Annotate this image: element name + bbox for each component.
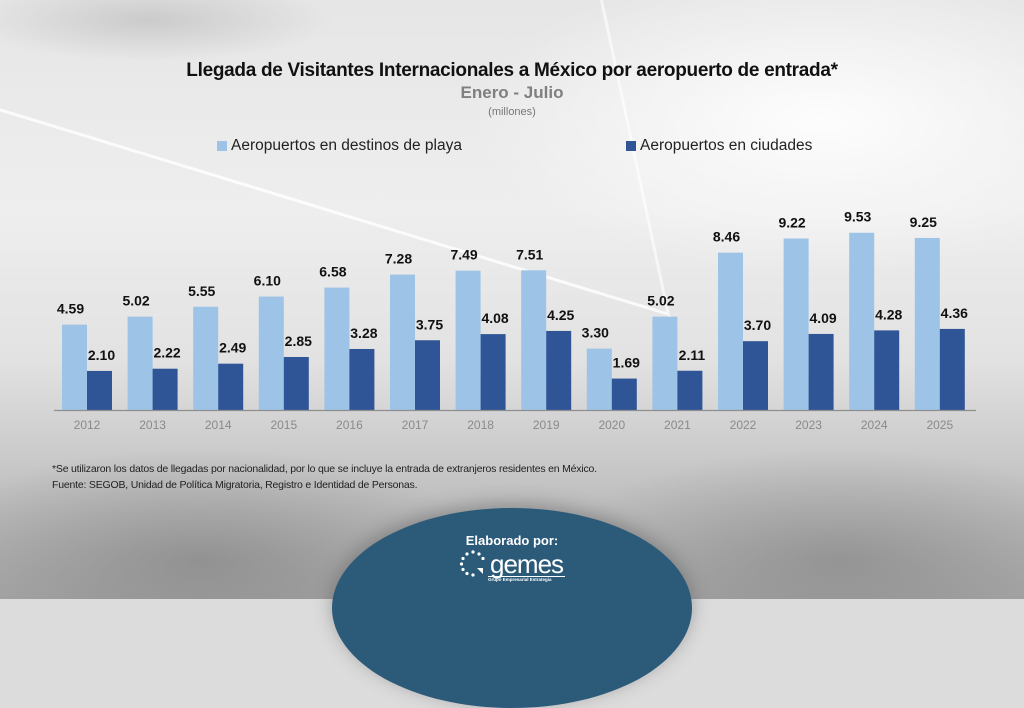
data-label-playa-2019: 7.51 — [516, 246, 543, 262]
x-tick-label-2014: 2014 — [205, 418, 232, 432]
data-label-ciudades-2018: 4.08 — [481, 310, 508, 326]
x-tick-label-2023: 2023 — [795, 418, 822, 432]
bar-playa-2018 — [455, 270, 481, 410]
x-tick-label-2015: 2015 — [270, 418, 297, 432]
data-label-ciudades-2014: 2.49 — [219, 340, 246, 356]
bar-ciudades-2016 — [349, 348, 375, 410]
bar-playa-2013 — [127, 316, 153, 410]
data-label-playa-2012: 4.59 — [57, 301, 84, 317]
dotted-circle-arrow-icon — [459, 550, 485, 577]
bar-ciudades-2024 — [874, 330, 900, 410]
logo-tagline: Grupo Empresarial Estrategia — [488, 577, 552, 582]
x-tick-label-2025: 2025 — [926, 418, 953, 432]
x-tick-label-2024: 2024 — [861, 418, 888, 432]
x-tick-label-2021: 2021 — [664, 418, 691, 432]
data-label-playa-2021: 5.02 — [647, 293, 674, 309]
data-label-ciudades-2023: 4.09 — [809, 310, 836, 326]
data-label-playa-2024: 9.53 — [844, 209, 871, 225]
bar-playa-2020 — [586, 348, 612, 410]
data-label-playa-2023: 9.22 — [778, 215, 805, 231]
x-tick-label-2017: 2017 — [402, 418, 429, 432]
data-label-ciudades-2022: 3.70 — [744, 317, 771, 333]
data-label-playa-2014: 5.55 — [188, 283, 215, 299]
data-label-ciudades-2017: 3.75 — [416, 316, 443, 332]
legend-swatch-playa — [217, 141, 227, 151]
data-label-ciudades-2019: 4.25 — [547, 307, 574, 323]
gemes-logo: gemes — [458, 549, 566, 579]
credit-label: Elaborado por: — [465, 533, 559, 548]
bar-playa-2024 — [849, 232, 875, 410]
x-tick-label-2019: 2019 — [533, 418, 560, 432]
bar-ciudades-2018 — [480, 334, 506, 410]
x-tick-label-2012: 2012 — [74, 418, 101, 432]
bar-playa-2016 — [324, 287, 350, 410]
bar-ciudades-2015 — [283, 356, 309, 410]
bar-ciudades-2025 — [939, 328, 965, 410]
x-tick-label-2018: 2018 — [467, 418, 494, 432]
chart-title: Llegada de Visitantes Internacionales a … — [186, 60, 838, 81]
bar-ciudades-2023 — [808, 333, 834, 410]
chart-unit: (millones) — [488, 106, 536, 118]
data-label-playa-2025: 9.25 — [910, 214, 937, 230]
bar-playa-2023 — [783, 238, 809, 410]
data-label-playa-2020: 3.30 — [582, 325, 609, 341]
data-label-ciudades-2020: 1.69 — [613, 355, 640, 371]
data-label-playa-2015: 6.10 — [254, 273, 281, 289]
data-label-playa-2013: 5.02 — [122, 293, 149, 309]
bar-playa-2022 — [718, 252, 743, 410]
legend-swatch-ciudades — [626, 141, 636, 151]
data-label-playa-2017: 7.28 — [385, 251, 412, 267]
bar-ciudades-2022 — [743, 341, 768, 410]
bar-chart: 4.59 2.10 2012 5.02 2.22 2013 5.55 2.49 2014 6.10… — [54, 209, 976, 432]
bar-playa-2021 — [652, 316, 678, 410]
bar-playa-2014 — [193, 306, 219, 410]
bar-playa-2017 — [390, 274, 415, 410]
data-label-playa-2018: 7.49 — [450, 247, 477, 263]
footnote: *Se utilizaron los datos de llegadas por… — [52, 463, 597, 475]
data-label-playa-2016: 6.58 — [319, 264, 346, 280]
bar-ciudades-2020 — [611, 378, 637, 410]
x-tick-label-2016: 2016 — [336, 418, 363, 432]
bar-playa-2019 — [521, 270, 547, 410]
source-note: Fuente: SEGOB, Unidad de Política Migrat… — [52, 479, 418, 491]
bar-ciudades-2014 — [218, 363, 244, 410]
data-label-ciudades-2013: 2.22 — [153, 345, 180, 361]
bar-ciudades-2019 — [546, 330, 572, 410]
data-label-ciudades-2012: 2.10 — [88, 347, 115, 363]
bar-playa-2025 — [914, 237, 940, 410]
bar-ciudades-2021 — [677, 370, 703, 410]
bar-playa-2015 — [258, 296, 284, 410]
bar-ciudades-2017 — [415, 340, 440, 410]
data-label-playa-2022: 8.46 — [713, 229, 740, 245]
x-tick-label-2013: 2013 — [139, 418, 166, 432]
legend-label-ciudades: Aeropuertos en ciudades — [640, 137, 813, 154]
bar-playa-2012 — [62, 324, 87, 410]
data-label-ciudades-2015: 2.85 — [285, 333, 312, 349]
data-label-ciudades-2016: 3.28 — [350, 325, 377, 341]
x-tick-label-2020: 2020 — [598, 418, 625, 432]
logo-name: gemes — [488, 549, 566, 579]
legend-item-playa: Aeropuertos en destinos de playa — [217, 137, 462, 155]
legend-item-ciudades: Aeropuertos en ciudades — [626, 137, 812, 155]
bar-ciudades-2012 — [87, 370, 112, 410]
x-tick-label-2022: 2022 — [730, 418, 757, 432]
data-label-ciudades-2025: 4.36 — [941, 305, 968, 321]
data-label-ciudades-2021: 2.11 — [679, 347, 706, 363]
chart-subtitle: Enero - Julio — [460, 83, 564, 102]
chart-notes: *Se utilizaron los datos de llegadas por… — [52, 461, 597, 493]
legend-label-playa: Aeropuertos en destinos de playa — [231, 137, 462, 154]
data-label-ciudades-2024: 4.28 — [875, 306, 902, 322]
bar-ciudades-2013 — [152, 368, 178, 410]
